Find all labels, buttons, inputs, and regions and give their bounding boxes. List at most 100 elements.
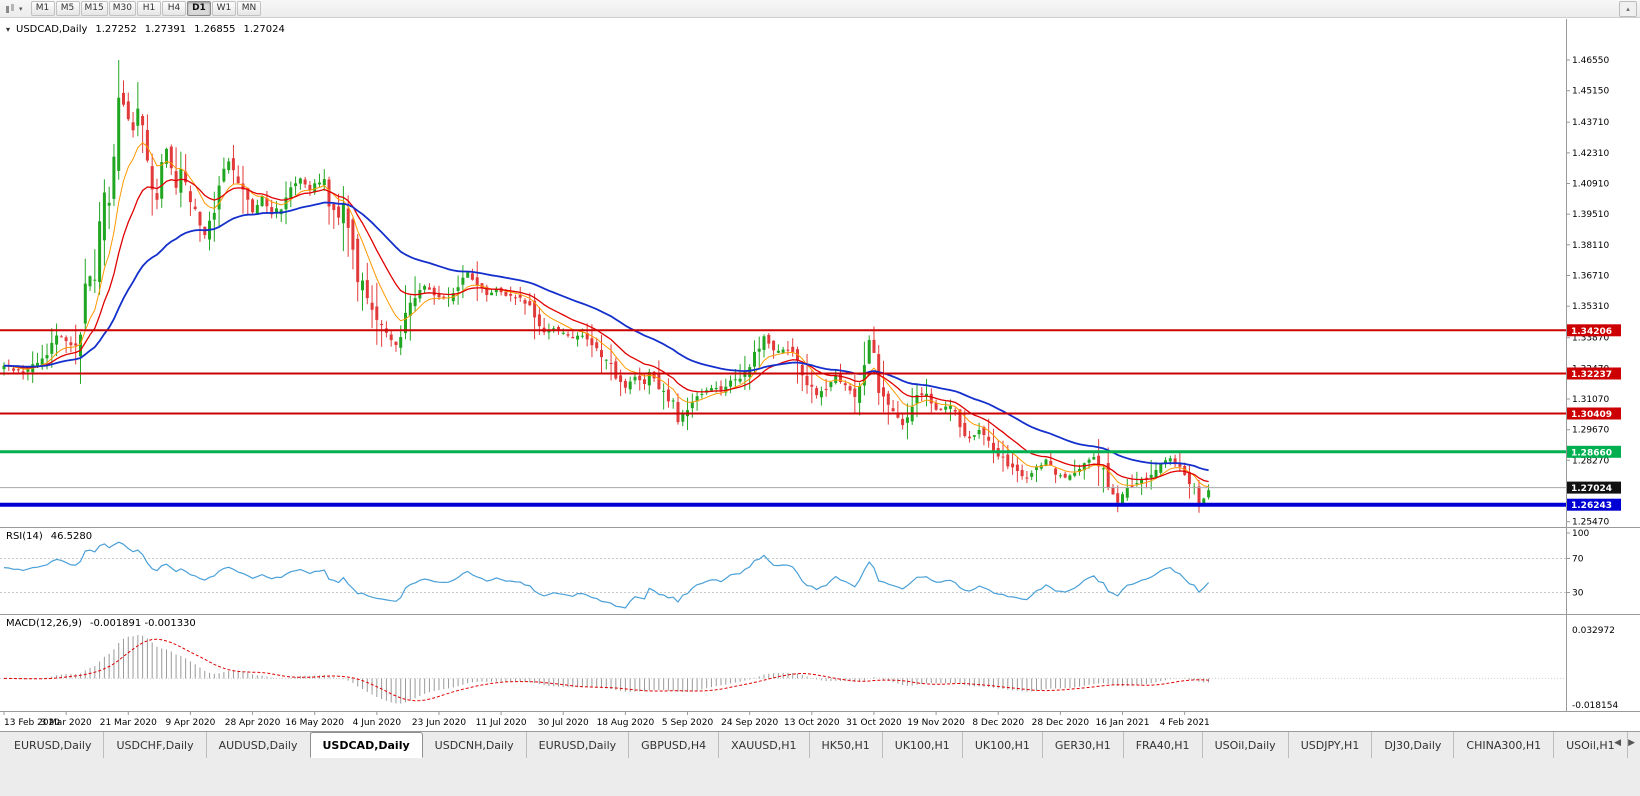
candle-body [815, 388, 819, 396]
tab-dj30-daily[interactable]: DJ30,Daily [1372, 732, 1455, 758]
candle-body [270, 207, 274, 215]
tab-usdcnh-daily[interactable]: USDCNH,Daily [423, 732, 527, 758]
candle-body [490, 292, 494, 296]
price-tick-label: 1.35310 [1572, 302, 1609, 312]
tab-eurusd-daily[interactable]: EURUSD,Daily [2, 732, 105, 758]
toolbar-collapse-button[interactable]: ▴ [1619, 1, 1637, 17]
tab-usdcad-daily[interactable]: USDCAD,Daily [309, 732, 423, 758]
candle-body [518, 295, 522, 298]
tab-gbpusd-h4[interactable]: GBPUSD,H4 [629, 732, 720, 758]
tab-uk100-h1[interactable]: UK100,H1 [883, 732, 963, 758]
candle-body [504, 291, 508, 296]
timeframe-button-m15[interactable]: M15 [80, 1, 108, 16]
candle-body [122, 92, 125, 105]
candle-body [1006, 454, 1010, 467]
candle-body [824, 388, 828, 390]
candle-body [136, 108, 140, 126]
candle-body [690, 401, 694, 409]
timeframe-button-h1[interactable]: H1 [136, 1, 161, 16]
candle-body [1183, 466, 1187, 475]
candle-body [628, 381, 632, 390]
candle-body [1068, 475, 1072, 480]
candle-body [337, 206, 341, 218]
candle-body [456, 287, 460, 291]
candle-body [126, 101, 130, 120]
chart-tab-bar: EURUSD,Daily USDCHF,Daily AUDUSD,Daily USDC… [0, 731, 1640, 796]
timeframe-button-d1[interactable]: D1 [186, 1, 211, 16]
candle-body [810, 384, 814, 387]
timeframe-button-w1[interactable]: W1 [211, 1, 236, 16]
date-label: 13 Feb 2020 [4, 718, 60, 728]
candle-body [858, 386, 862, 403]
tab-audusd-daily[interactable]: AUDUSD,Daily [207, 732, 311, 758]
main-chart-svg[interactable]: 1.46550 1.45150 1.43710 1.42310 1.40910 1.395… [0, 0, 1640, 731]
candlestick-glyph [6, 3, 14, 13]
candle-body [600, 350, 603, 358]
chart-symbol-label: USDCAD,Daily [16, 24, 88, 35]
candle-body [805, 375, 809, 386]
rsi-axis-label: 70 [1572, 555, 1584, 565]
candle-body [929, 393, 933, 404]
symbol-caret-icon[interactable]: ▾ [6, 25, 11, 34]
candle-body [1020, 470, 1024, 477]
ma-line-16 [3, 178, 1209, 483]
tab-scroll-left-button[interactable]: ◀ [1614, 738, 1622, 748]
candle-body [547, 330, 551, 333]
timeframe-button-m30[interactable]: M30 [108, 1, 136, 16]
date-label: 19 Nov 2020 [907, 718, 965, 728]
candle-body [1197, 486, 1201, 505]
price-tag-1.32237-text: 1.32237 [1571, 370, 1612, 380]
candle-body [413, 298, 417, 307]
price-tag-1.28660-text: 1.28660 [1571, 448, 1612, 458]
candle-body [953, 410, 957, 412]
timeframe-button-m1[interactable]: M1 [30, 1, 55, 16]
candle-body [12, 368, 16, 371]
timeframe-button-h4[interactable]: H4 [161, 1, 186, 16]
tab-hk50-h1[interactable]: HK50,H1 [810, 732, 883, 758]
timeframe-buttons-group: M1 M5 M15 M30 H1 H4 D1 W1 MN [30, 1, 261, 16]
timeframe-button-mn[interactable]: MN [236, 1, 261, 16]
price-tick-label: 1.36710 [1572, 272, 1609, 282]
tab-usoil-daily[interactable]: USOil,Daily [1203, 732, 1289, 758]
tab-ger30-h1[interactable]: GER30,H1 [1043, 732, 1124, 758]
timeframe-button-m5[interactable]: M5 [55, 1, 80, 16]
candle-body [896, 414, 900, 418]
price-tick-label: 1.29670 [1572, 426, 1609, 436]
tab-fra40-h1[interactable]: FRA40,H1 [1124, 732, 1203, 758]
tab-usdjpy-h1[interactable]: USDJPY,H1 [1289, 732, 1373, 758]
candle-body [652, 371, 656, 379]
candle-body [437, 293, 441, 298]
candle-body [131, 122, 135, 131]
tab-xauusd-h1[interactable]: XAUUSD,H1 [719, 732, 810, 758]
tab-usoil-h1[interactable]: USOil,H1 [1554, 732, 1628, 758]
chart-mode-dropdown-icon[interactable]: ▾ [19, 4, 23, 13]
tab-eurusd-daily[interactable]: EURUSD,Daily [527, 732, 630, 758]
candle-body [595, 342, 599, 349]
tab-uk100-h1[interactable]: UK100,H1 [963, 732, 1043, 758]
candle-body [361, 280, 364, 291]
candle-body [117, 97, 121, 171]
candle-body [169, 146, 173, 169]
candle-body [141, 116, 145, 126]
rsi-line [3, 541, 1210, 609]
macd-axis-max-label: 0.032972 [1572, 626, 1615, 636]
candle-body [552, 328, 556, 330]
date-label: 3 Mar 2020 [40, 718, 92, 728]
tab-usdchf-daily[interactable]: USDCHF,Daily [104, 732, 207, 758]
tab-scroll-right-button[interactable]: ▶ [1628, 738, 1635, 748]
tab-china300-h1[interactable]: CHINA300,H1 [1454, 732, 1555, 758]
candle-body [380, 323, 384, 326]
candle-body [184, 171, 188, 183]
candle-body [609, 363, 613, 364]
chart-mode-icon[interactable] [4, 3, 16, 15]
candle-body [1092, 457, 1096, 460]
candle-body [657, 373, 661, 390]
price-tag-1.26243 [1567, 498, 1621, 511]
price-tick-label: 1.38110 [1572, 241, 1609, 251]
candle-body [394, 341, 398, 345]
candle-body [1202, 498, 1206, 504]
candle-body [36, 362, 39, 368]
candle-body [767, 334, 771, 344]
candle-body [666, 389, 670, 402]
candle-body [776, 350, 780, 353]
